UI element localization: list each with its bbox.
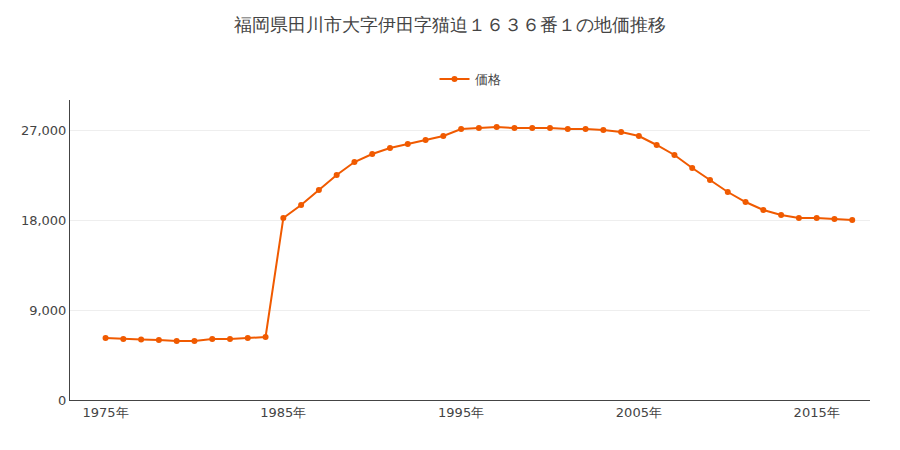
svg-text:9,000: 9,000: [29, 303, 66, 318]
svg-text:2015年: 2015年: [794, 405, 840, 420]
svg-text:1985年: 1985年: [260, 405, 306, 420]
svg-text:2005年: 2005年: [616, 405, 662, 420]
svg-text:18,000: 18,000: [21, 213, 67, 228]
svg-text:1975年: 1975年: [83, 405, 129, 420]
svg-text:福岡県田川市大字伊田字猫迫１６３６番１の地価推移: 福岡県田川市大字伊田字猫迫１６３６番１の地価推移: [234, 14, 666, 35]
svg-text:27,000: 27,000: [21, 123, 67, 138]
svg-text:0: 0: [58, 393, 66, 408]
svg-text:1995年: 1995年: [438, 405, 484, 420]
svg-text:価格: 価格: [475, 72, 501, 87]
